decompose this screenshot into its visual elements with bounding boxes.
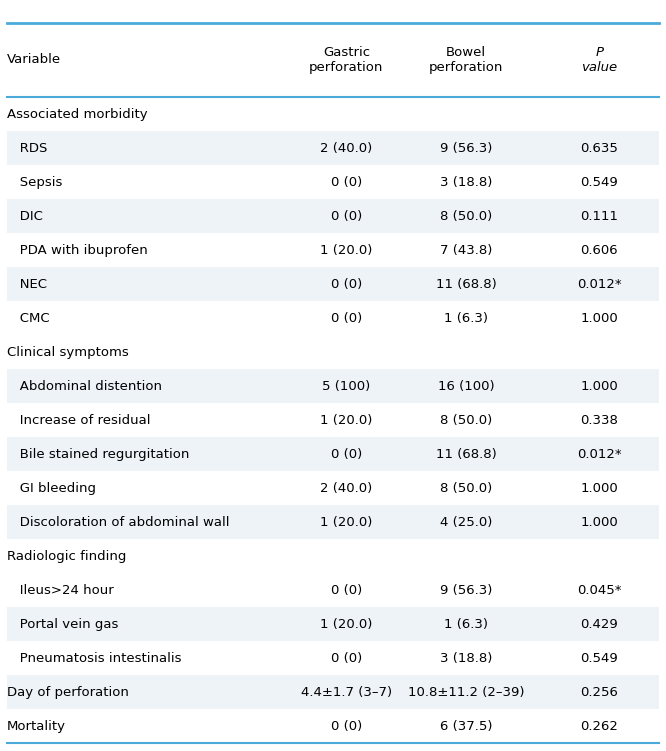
Text: 2 (40.0): 2 (40.0) [320,142,372,155]
Text: NEC: NEC [7,278,47,291]
Text: PDA with ibuprofen: PDA with ibuprofen [7,244,147,257]
Text: 1.000: 1.000 [581,312,618,325]
Text: Bowel
perforation: Bowel perforation [429,46,503,74]
Bar [7,131,659,165]
Text: 4 (25.0): 4 (25.0) [440,516,492,529]
Bar [7,98,659,131]
Text: 1.000: 1.000 [581,516,618,529]
Bar [7,505,659,539]
Text: 0 (0): 0 (0) [331,176,362,189]
Text: 5 (100): 5 (100) [322,380,370,393]
Text: 9 (56.3): 9 (56.3) [440,584,492,597]
Text: 0.256: 0.256 [581,686,618,699]
Text: Sepsis: Sepsis [7,176,62,189]
Text: 11 (68.8): 11 (68.8) [436,448,497,461]
Text: 0 (0): 0 (0) [331,652,362,665]
Text: 1 (20.0): 1 (20.0) [320,516,372,529]
Text: 3 (18.8): 3 (18.8) [440,176,492,189]
Text: 11 (68.8): 11 (68.8) [436,278,497,291]
Text: 2 (40.0): 2 (40.0) [320,482,372,495]
Text: Increase of residual: Increase of residual [7,414,150,427]
Text: 0.262: 0.262 [581,720,618,733]
Text: Clinical symptoms: Clinical symptoms [7,346,129,359]
Text: Pneumatosis intestinalis: Pneumatosis intestinalis [7,652,181,665]
Text: 4.4±1.7 (3–7): 4.4±1.7 (3–7) [301,686,392,699]
Text: 16 (100): 16 (100) [438,380,495,393]
Text: 0 (0): 0 (0) [331,720,362,733]
Text: 0 (0): 0 (0) [331,210,362,223]
Text: Radiologic finding: Radiologic finding [7,550,126,563]
Text: 1 (6.3): 1 (6.3) [444,312,488,325]
Text: 0.045*: 0.045* [577,584,621,597]
Text: 1 (20.0): 1 (20.0) [320,414,372,427]
Text: 10.8±11.2 (2–39): 10.8±11.2 (2–39) [408,686,524,699]
Text: 1.000: 1.000 [581,482,618,495]
Text: 7 (43.8): 7 (43.8) [440,244,492,257]
Text: 0.606: 0.606 [581,244,618,257]
Text: 0 (0): 0 (0) [331,584,362,597]
Bar [7,403,659,437]
Bar [7,165,659,199]
Text: Gastric
perforation: Gastric perforation [309,46,384,74]
Text: Variable: Variable [7,53,61,66]
Bar [7,336,659,369]
Bar [7,267,659,301]
Text: 1.000: 1.000 [581,380,618,393]
Bar [7,301,659,336]
Text: 8 (50.0): 8 (50.0) [440,210,492,223]
Bar [7,608,659,641]
Text: 0.338: 0.338 [581,414,618,427]
Text: 0 (0): 0 (0) [331,278,362,291]
Text: CMC: CMC [7,312,49,325]
Text: 0 (0): 0 (0) [331,312,362,325]
Text: Portal vein gas: Portal vein gas [7,618,118,631]
Text: P
value: P value [581,46,617,74]
Text: 9 (56.3): 9 (56.3) [440,142,492,155]
Text: Bile stained regurgitation: Bile stained regurgitation [7,448,189,461]
Text: 1 (20.0): 1 (20.0) [320,244,372,257]
Bar [7,675,659,710]
Text: 0.549: 0.549 [581,652,618,665]
Bar [7,539,659,574]
Bar [7,369,659,403]
Text: Discoloration of abdominal wall: Discoloration of abdominal wall [7,516,229,529]
Bar [7,437,659,472]
Text: 0.012*: 0.012* [577,448,622,461]
Bar [7,710,659,743]
Text: 0.549: 0.549 [581,176,618,189]
Text: Day of perforation: Day of perforation [7,686,129,699]
Text: 0 (0): 0 (0) [331,448,362,461]
Text: 8 (50.0): 8 (50.0) [440,482,492,495]
Text: 1 (6.3): 1 (6.3) [444,618,488,631]
Text: 0.111: 0.111 [580,210,619,223]
Text: 0.012*: 0.012* [577,278,622,291]
Text: Mortality: Mortality [7,720,66,733]
Text: 1 (20.0): 1 (20.0) [320,618,372,631]
Text: 6 (37.5): 6 (37.5) [440,720,492,733]
Bar [7,472,659,505]
Text: Abdominal distention: Abdominal distention [7,380,162,393]
Bar [7,199,659,234]
Bar [7,234,659,267]
Bar [7,574,659,608]
Text: 8 (50.0): 8 (50.0) [440,414,492,427]
Text: GI bleeding: GI bleeding [7,482,96,495]
Text: DIC: DIC [7,210,43,223]
Text: 3 (18.8): 3 (18.8) [440,652,492,665]
Text: RDS: RDS [7,142,47,155]
Text: 0.429: 0.429 [581,618,618,631]
Text: 0.635: 0.635 [581,142,618,155]
Text: Associated morbidity: Associated morbidity [7,108,147,121]
Text: Ileus>24 hour: Ileus>24 hour [7,584,113,597]
Bar [7,641,659,675]
